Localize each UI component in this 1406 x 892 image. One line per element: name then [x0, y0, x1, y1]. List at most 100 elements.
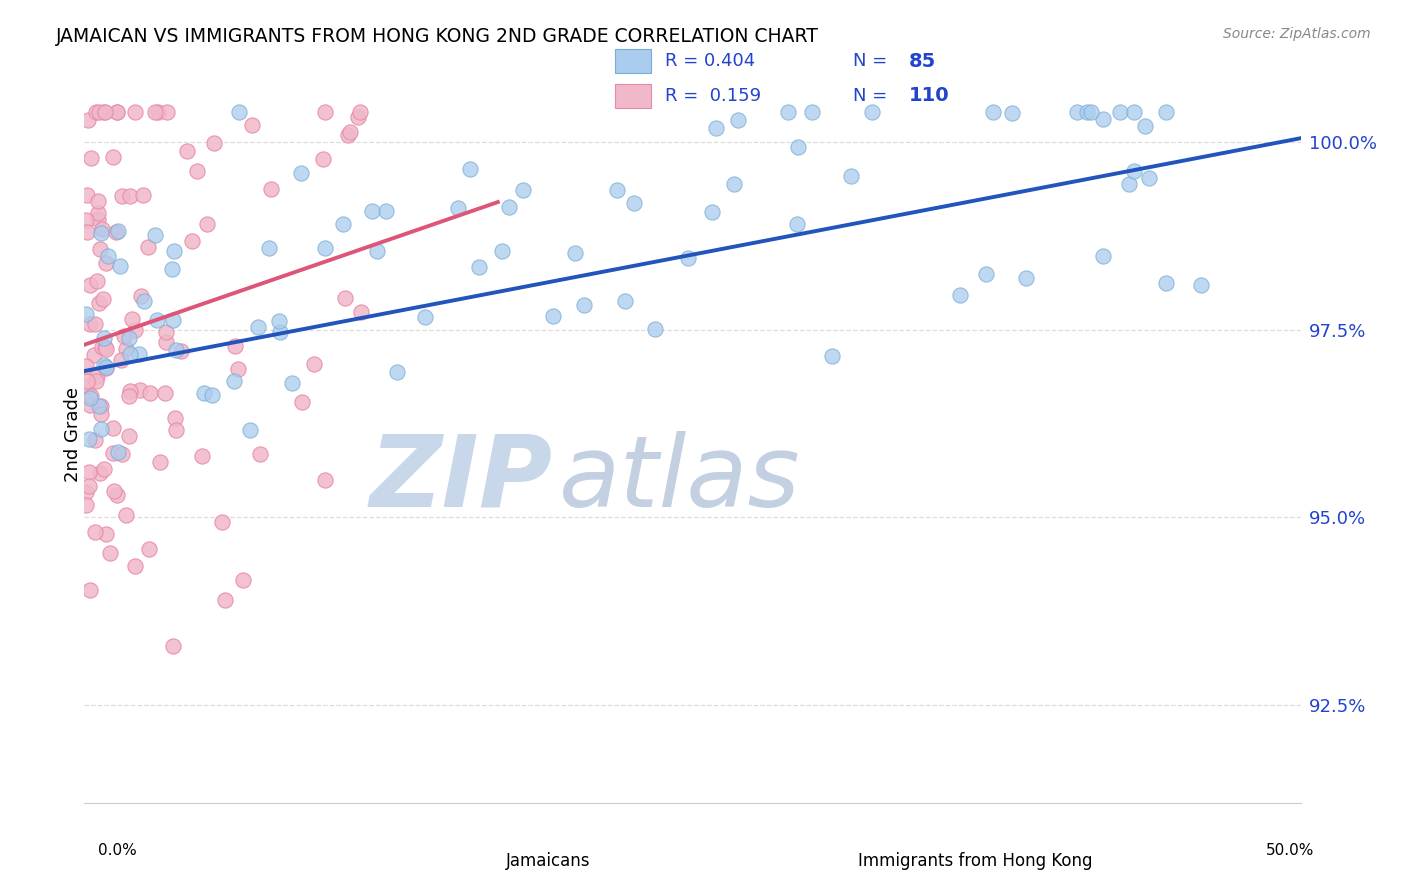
Point — [165, 423, 187, 437]
Point — [111, 447, 134, 461]
Text: 0.0%: 0.0% — [98, 843, 138, 858]
Point — [1066, 105, 1088, 120]
Point — [512, 183, 534, 197]
Text: R =  0.159: R = 0.159 — [665, 87, 761, 105]
Point — [191, 449, 214, 463]
Point — [162, 313, 184, 327]
Point — [314, 473, 336, 487]
Point — [76, 225, 98, 239]
Point — [76, 374, 98, 388]
Point — [214, 592, 236, 607]
Point — [413, 310, 436, 325]
Point — [76, 212, 98, 227]
Point — [75, 307, 97, 321]
Point — [104, 225, 127, 239]
Point — [118, 189, 141, 203]
Point — [108, 260, 131, 274]
Point — [124, 558, 146, 573]
Point — [145, 313, 167, 327]
Point — [361, 203, 384, 218]
Point — [77, 465, 100, 479]
Point — [163, 244, 186, 258]
Point — [162, 639, 184, 653]
Point — [96, 361, 118, 376]
Point — [335, 291, 357, 305]
Point — [118, 331, 141, 345]
Point — [79, 583, 101, 598]
Point — [259, 241, 281, 255]
Point — [96, 526, 118, 541]
Point — [564, 246, 586, 260]
Point — [240, 119, 263, 133]
Point — [90, 226, 112, 240]
Point — [195, 217, 218, 231]
Point — [94, 360, 117, 375]
Point — [366, 244, 388, 258]
Point — [447, 202, 470, 216]
Point — [76, 188, 98, 202]
Point — [105, 105, 128, 120]
Point — [79, 392, 101, 406]
Point — [1137, 171, 1160, 186]
Point — [337, 128, 360, 143]
Point — [1076, 105, 1098, 120]
Point — [1091, 249, 1114, 263]
Point — [107, 223, 129, 237]
Point — [94, 105, 117, 120]
Point — [222, 374, 245, 388]
Point — [193, 385, 215, 400]
Text: Jamaicans: Jamaicans — [506, 852, 591, 870]
Point — [314, 105, 336, 120]
Point — [112, 329, 135, 343]
Point — [87, 212, 110, 227]
Text: Immigrants from Hong Kong: Immigrants from Hong Kong — [858, 852, 1092, 870]
Point — [110, 353, 132, 368]
Text: ZIP: ZIP — [370, 431, 553, 527]
Point — [1122, 105, 1144, 120]
Point — [118, 389, 141, 403]
Point — [115, 508, 138, 522]
Point — [1189, 277, 1212, 292]
Point — [349, 105, 371, 120]
Point — [80, 389, 103, 403]
Point — [232, 573, 254, 587]
Point — [84, 434, 107, 448]
Point — [949, 288, 972, 302]
Point — [91, 221, 114, 235]
Point — [186, 164, 208, 178]
Point — [1154, 105, 1177, 120]
Point — [128, 347, 150, 361]
Point — [201, 388, 224, 402]
Point — [98, 546, 121, 560]
Point — [90, 340, 112, 354]
Point — [86, 374, 108, 388]
Point — [976, 267, 998, 281]
Point — [83, 348, 105, 362]
Point — [79, 399, 101, 413]
Text: N =: N = — [853, 87, 887, 105]
Point — [644, 321, 666, 335]
Point — [89, 242, 111, 256]
Point — [94, 256, 117, 270]
Point — [87, 206, 110, 220]
Point — [704, 120, 727, 135]
Point — [79, 278, 101, 293]
Point — [676, 252, 699, 266]
Point — [224, 339, 246, 353]
Point — [93, 358, 115, 372]
Point — [138, 542, 160, 557]
Bar — [614, 49, 651, 73]
Text: 85: 85 — [910, 52, 936, 70]
Point — [498, 200, 520, 214]
Point — [821, 349, 844, 363]
Point — [87, 296, 110, 310]
Point — [226, 361, 249, 376]
Point — [613, 293, 636, 308]
Point — [1118, 177, 1140, 191]
Point — [136, 240, 159, 254]
Point — [105, 488, 128, 502]
Point — [84, 105, 107, 120]
Point — [132, 294, 155, 309]
Text: JAMAICAN VS IMMIGRANTS FROM HONG KONG 2ND GRADE CORRELATION CHART: JAMAICAN VS IMMIGRANTS FROM HONG KONG 2N… — [56, 27, 820, 45]
Point — [124, 105, 146, 120]
